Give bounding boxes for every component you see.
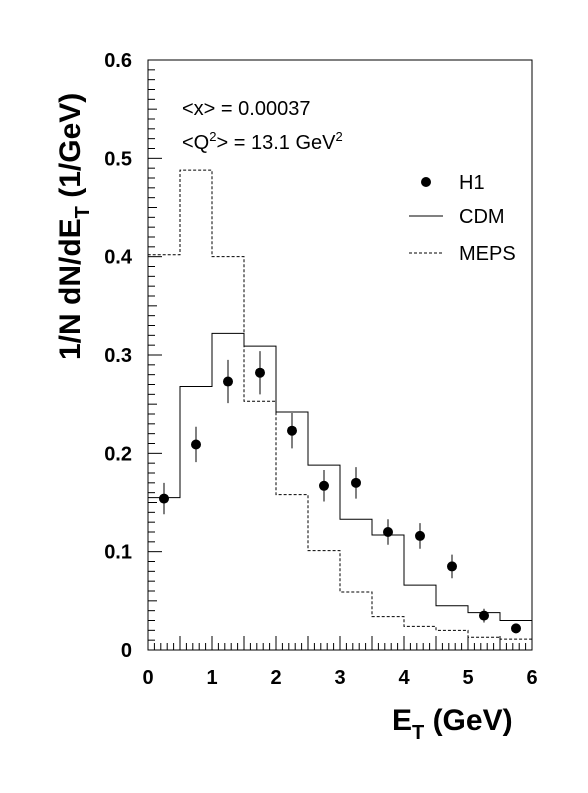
h1-point: [415, 530, 425, 541]
annotation-x: <x> = 0.00037: [182, 98, 310, 120]
legend-cdm-label: CDM: [459, 206, 505, 228]
h1-point: [191, 439, 201, 450]
legend: H1 CDM MEPS: [409, 172, 516, 265]
h1-point: [383, 527, 393, 537]
h1-point: [287, 425, 297, 436]
x-tick-label: 1: [206, 667, 217, 689]
y-tick-label: 0.4: [104, 247, 133, 269]
legend-h1-label: H1: [459, 172, 485, 194]
h1-point: [351, 477, 361, 488]
meps-series: [147, 169, 532, 650]
y-tick-label: 0.2: [104, 443, 132, 465]
x-tick-label: 6: [526, 667, 537, 689]
h1-series: [159, 351, 521, 634]
h1-point: [447, 561, 457, 572]
h1-point: [255, 367, 265, 378]
y-tick-label: 0.6: [104, 50, 132, 72]
y-tick-label: 0.1: [104, 542, 132, 564]
cdm-step-line: [147, 332, 532, 650]
h1-point: [319, 480, 329, 491]
h1-point: [223, 376, 233, 387]
h1-point: [479, 610, 489, 621]
x-tick-labels: 0 1 2 3 4 5 6: [142, 667, 537, 689]
y-tick-label: 0.5: [104, 148, 132, 170]
axis-ticks: [147, 59, 533, 651]
legend-meps-label: MEPS: [459, 243, 516, 265]
y-axis-title: 1/N dN/dET (1/GeV): [54, 93, 94, 360]
x-tick-label: 2: [270, 667, 281, 689]
y-tick-label: 0.3: [104, 345, 132, 367]
x-tick-label: 5: [462, 667, 473, 689]
x-tick-label: 3: [334, 667, 345, 689]
cdm-series: [147, 332, 532, 650]
h1-point: [159, 493, 169, 504]
x-tick-label: 0: [142, 667, 153, 689]
x-axis-title: ET (GeV): [392, 704, 513, 744]
meps-step-line: [147, 169, 532, 650]
x-tick-label: 4: [398, 667, 410, 689]
y-tick-labels: 0 0.1 0.2 0.3 0.4 0.5 0.6: [104, 50, 133, 662]
legend-h1-marker: [421, 177, 431, 187]
h1-point: [511, 623, 521, 634]
annotation-q2: <Q2> = 13.1 GeV2: [182, 129, 343, 154]
y-tick-label: 0: [121, 640, 132, 662]
